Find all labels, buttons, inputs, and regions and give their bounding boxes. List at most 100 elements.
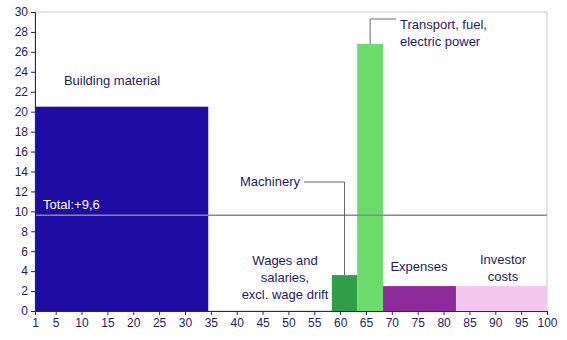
tick-label: 28 (15, 25, 29, 39)
tick: 80 (437, 311, 451, 330)
tick-mark (31, 12, 35, 13)
tick-mark (31, 231, 35, 232)
tick: 95 (515, 311, 529, 330)
tick-mark (31, 311, 35, 312)
tick-mark (133, 311, 134, 315)
tick-label: 50 (282, 316, 296, 330)
tick: 24 (15, 65, 35, 79)
tick-mark (31, 211, 35, 212)
bar (208, 311, 332, 312)
tick-label: 14 (15, 165, 29, 179)
tick-mark (211, 311, 212, 315)
tick-mark (237, 311, 238, 315)
tick-mark (31, 152, 35, 153)
tick-mark (31, 92, 35, 93)
tick: 100 (537, 311, 557, 330)
tick-label: 5 (53, 316, 60, 330)
tick: 0 (21, 304, 35, 318)
tick-mark (56, 311, 57, 315)
tick-mark (185, 311, 186, 315)
tick-mark (263, 311, 264, 315)
tick-label: 24 (15, 65, 29, 79)
category-label: Wages andsalaries,excl. wage drift (242, 253, 329, 302)
tick: 50 (282, 311, 296, 330)
tick-mark (340, 311, 341, 315)
tick: 65 (360, 311, 374, 330)
bar (383, 286, 456, 311)
tick-label: 70 (386, 316, 400, 330)
tick-label: 22 (15, 85, 29, 99)
axis-line (36, 312, 548, 316)
tick-mark (495, 311, 496, 315)
tick-label: 60 (334, 316, 348, 330)
total-group (35, 215, 547, 216)
tick: 20 (15, 105, 35, 119)
tick: 15 (101, 311, 115, 330)
tick-mark (366, 311, 367, 315)
tick: 35 (205, 311, 219, 330)
category-label: Machinery (240, 174, 300, 189)
tick-label: 35 (205, 316, 219, 330)
tick: 70 (386, 311, 400, 330)
tick: 10 (15, 205, 35, 219)
tick-mark (31, 52, 35, 53)
tick-label: 45 (256, 316, 270, 330)
tick-label: 30 (15, 5, 29, 19)
tick-label: 12 (15, 185, 29, 199)
tick-label: 55 (308, 316, 322, 330)
tick-mark (521, 311, 522, 315)
tick-mark (418, 311, 419, 315)
tick-mark (31, 251, 35, 252)
tick: 5 (53, 311, 60, 330)
tick-label: 8 (21, 225, 28, 239)
tick: 30 (15, 5, 35, 19)
leader-line (304, 182, 345, 275)
tick: 25 (153, 311, 167, 330)
tick: 45 (256, 311, 270, 330)
tick-mark (31, 191, 35, 192)
tick-label: 26 (15, 45, 29, 59)
tick: 18 (15, 125, 35, 139)
tick-label: 65 (360, 316, 374, 330)
total-label: Total:+9,6 (43, 197, 100, 212)
x-axis: 1510152025303540455055606570758085909510… (32, 311, 558, 330)
tick: 55 (308, 311, 322, 330)
category-label: Building material (64, 73, 160, 88)
tick: 12 (15, 185, 35, 199)
tick: 6 (21, 245, 35, 259)
tick-label: 10 (15, 205, 29, 219)
tick-mark (392, 311, 393, 315)
tick-label: 6 (21, 245, 28, 259)
tick-label: 80 (437, 316, 451, 330)
tick: 26 (15, 45, 35, 59)
tick: 10 (75, 311, 89, 330)
tick-label: 4 (21, 264, 28, 278)
tick-mark (444, 311, 445, 315)
bars (35, 44, 547, 311)
tick-label: 0 (21, 304, 28, 318)
tick-label: 20 (127, 316, 141, 330)
tick-label: 90 (489, 316, 503, 330)
tick: 75 (412, 311, 426, 330)
tick: 1 (32, 311, 39, 330)
tick: 2 (21, 284, 35, 298)
tick: 8 (21, 225, 35, 239)
leader-line (370, 19, 396, 44)
category-label: Transport, fuel,electric power (400, 17, 487, 49)
tick-label: 16 (15, 145, 29, 159)
bar (35, 107, 208, 311)
tick-label: 30 (179, 316, 193, 330)
total-line (35, 215, 547, 217)
tick-mark (31, 291, 35, 292)
tick-mark (288, 311, 289, 315)
plot-frame (35, 12, 547, 311)
tick-mark (314, 311, 315, 315)
tick-label: 100 (537, 316, 557, 330)
y-axis: 024681012141618202224262830 (15, 5, 36, 318)
bar (456, 286, 547, 311)
tick-label: 10 (75, 316, 89, 330)
tick-mark (31, 132, 35, 133)
tick-label: 85 (463, 316, 477, 330)
axis-line (31, 13, 36, 312)
chart: Total:+9,6151015202530354045505560657075… (0, 0, 567, 340)
